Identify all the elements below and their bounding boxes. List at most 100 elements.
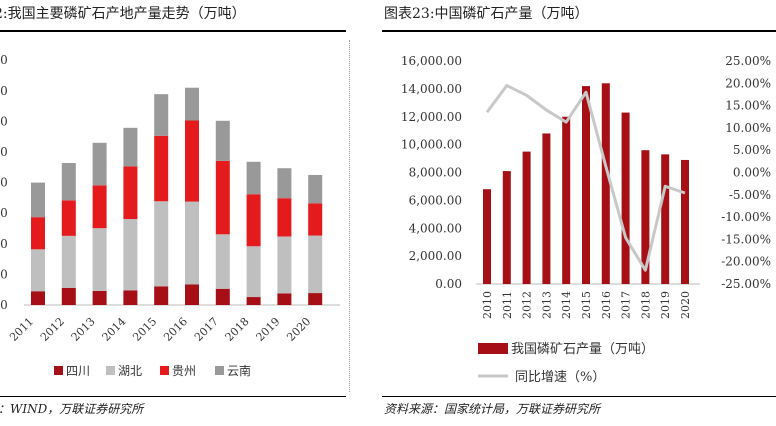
- right-production-bar: [522, 151, 531, 284]
- left-bar-云南: [61, 163, 76, 201]
- left-legend-swatch: [215, 366, 224, 375]
- right-right-y-tick-label: 0.00%: [733, 166, 771, 180]
- panel-divider: [349, 40, 350, 392]
- left-bar-四川: [246, 297, 261, 305]
- left-bar-贵州: [277, 198, 292, 237]
- right-x-tick-label: 2020: [679, 291, 692, 319]
- right-left-y-tick-label: 2,000.00: [409, 249, 462, 263]
- left-bar-贵州: [92, 185, 107, 229]
- left-legend-swatch: [160, 366, 169, 375]
- left-bar-四川: [277, 293, 292, 305]
- left-title-rule: [0, 30, 346, 32]
- left-bar-湖北: [31, 249, 45, 292]
- left-y-tick-label: 0: [0, 84, 8, 98]
- right-x-tick-label: 2015: [580, 291, 593, 319]
- left-bar-贵州: [61, 200, 76, 236]
- right-production-bar: [661, 154, 670, 284]
- right-production-bar: [681, 159, 689, 284]
- right-combo-chart: 0.00 2,000.00 4,000.00 6,000.00 8,000.00 10,0…: [401, 54, 771, 385]
- left-bar-云南: [277, 168, 292, 199]
- left-bar-贵州: [215, 160, 230, 235]
- left-bar-四川: [185, 284, 199, 305]
- left-y-tick-label: 0: [0, 53, 8, 67]
- right-production-bar: [582, 86, 590, 285]
- right-left-y-tick-label: 12,000.00: [401, 110, 462, 124]
- left-y-tick-label: 0: [0, 176, 8, 190]
- left-bar-贵州: [246, 194, 261, 247]
- right-production-bar: [601, 83, 610, 284]
- right-right-y-tick-label: 5.00%: [733, 143, 771, 157]
- left-bar-云南: [185, 87, 199, 121]
- left-bar-云南: [92, 142, 107, 186]
- left-bar-湖北: [92, 228, 107, 291]
- right-right-y-tick-label: -25.00%: [721, 277, 771, 291]
- left-bar-四川: [308, 293, 323, 305]
- left-bar-四川: [92, 290, 107, 305]
- left-y-tick-label: 0: [0, 114, 8, 128]
- left-bar-四川: [215, 288, 230, 305]
- right-x-tick-label: 2013: [540, 291, 553, 319]
- left-legend-swatch: [54, 366, 63, 375]
- left-legend-label: 四川: [66, 364, 90, 378]
- right-production-bar: [483, 189, 491, 284]
- left-bar-四川: [123, 290, 138, 305]
- left-bar-湖北: [123, 219, 138, 291]
- right-production-bar: [502, 171, 511, 284]
- right-left-y-tick-label: 6,000.00: [409, 193, 462, 207]
- left-bar-云南: [123, 127, 138, 167]
- right-left-y-tick-label: 16,000.00: [401, 54, 462, 68]
- right-left-y-tick-label: 0.00: [435, 277, 462, 291]
- left-bar-贵州: [185, 120, 199, 202]
- right-left-y-tick-label: 8,000.00: [409, 166, 462, 180]
- right-x-tick-label: 2010: [481, 291, 494, 319]
- right-growth-line: [485, 84, 686, 272]
- left-bar-湖北: [308, 235, 323, 294]
- right-right-y-tick-label: -20.00%: [721, 255, 771, 269]
- left-bar-贵州: [308, 203, 323, 236]
- right-title-rule: [382, 30, 776, 32]
- right-right-y-tick-label: -15.00%: [721, 232, 771, 246]
- right-legend-bar-swatch: [478, 343, 508, 354]
- right-x-tick-label: 2019: [659, 291, 672, 319]
- left-bar-四川: [31, 291, 45, 305]
- left-bar-贵州: [154, 135, 169, 202]
- right-right-y-tick-label: 20.00%: [725, 76, 771, 90]
- right-right-y-tick-label: -10.00%: [721, 210, 771, 224]
- right-x-tick-label: 2011: [501, 291, 514, 319]
- right-left-y-tick-label: 10,000.00: [401, 138, 462, 152]
- left-bar-湖北: [154, 201, 169, 287]
- right-production-bar: [562, 116, 571, 284]
- left-bar-湖北: [61, 235, 76, 288]
- right-x-tick-label: 2014: [560, 291, 573, 319]
- right-legend-bar-label: 我国磷矿石产量（万吨）: [511, 342, 654, 357]
- left-bar-四川: [61, 287, 76, 305]
- right-x-tick-label: 2016: [600, 291, 613, 319]
- left-bar-湖北: [277, 236, 292, 294]
- left-y-tick-label: 0: [0, 206, 8, 220]
- right-legend-line-label: 同比增速（%）: [515, 370, 605, 385]
- left-legend-label: 云南: [227, 363, 251, 378]
- right-x-tick-label: 2018: [639, 291, 652, 319]
- left-bar-云南: [154, 94, 169, 136]
- left-source-rule: [0, 396, 346, 397]
- left-bar-云南: [215, 120, 230, 161]
- right-right-y-tick-label: -5.00%: [729, 188, 771, 202]
- left-y-tick-label: 0: [0, 298, 8, 312]
- left-legend-label: 贵州: [172, 364, 196, 378]
- left-bar-云南: [31, 182, 45, 218]
- right-x-tick-label: 2017: [620, 291, 633, 319]
- left-chart-title: 2:我国主要磷矿石产地产量走势（万吨）: [0, 6, 246, 22]
- left-bar-湖北: [185, 201, 199, 285]
- right-x-tick-label: 2012: [521, 291, 534, 319]
- left-bar-云南: [246, 161, 261, 195]
- right-production-bar: [542, 133, 551, 284]
- left-bar-湖北: [246, 246, 261, 298]
- right-right-y-tick-label: 15.00%: [725, 99, 771, 113]
- right-right-y-tick-label: 10.00%: [725, 121, 771, 135]
- left-source-note: 源：WIND，万联证券研究所: [0, 402, 144, 416]
- left-bar-四川: [154, 286, 169, 305]
- right-chart-title: 图表23:中国磷矿石产量（万吨）: [384, 6, 589, 22]
- left-y-tick-label: 0: [0, 237, 8, 251]
- left-bar-湖北: [215, 234, 230, 289]
